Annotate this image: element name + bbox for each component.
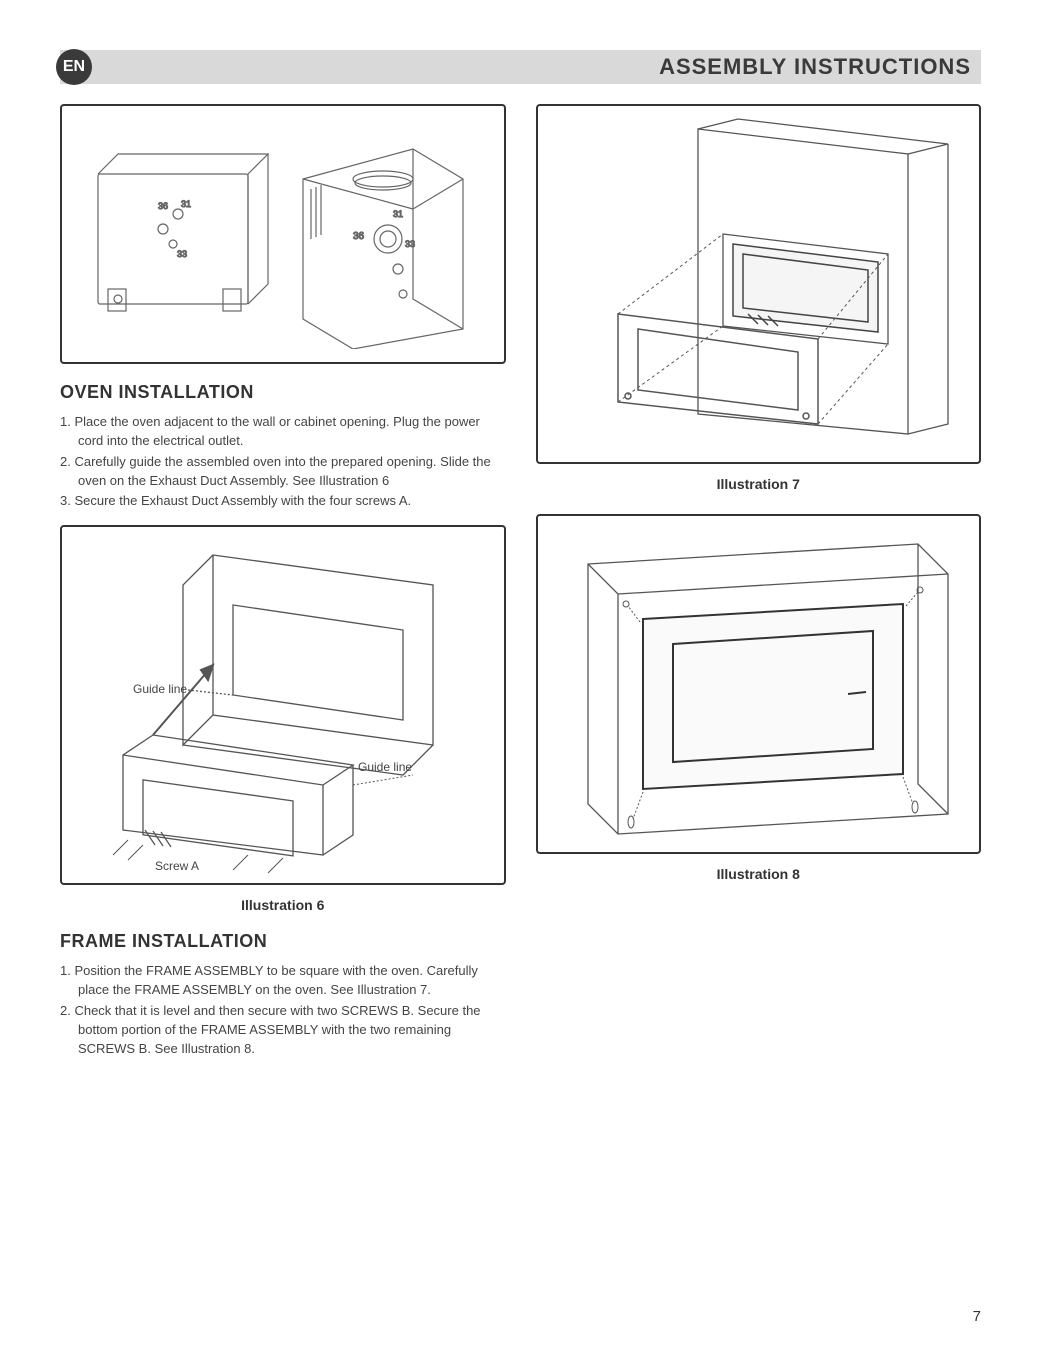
list-item: 2. Check that it is level and then secur… — [60, 1002, 506, 1059]
left-column: 36 31 33 36 — [60, 104, 506, 1060]
svg-text:31: 31 — [181, 199, 191, 209]
illustration-6-icon: Guide line — [73, 535, 493, 875]
svg-text:31: 31 — [393, 209, 403, 219]
svg-text:36: 36 — [353, 231, 365, 242]
oven-installation-list: 1. Place the oven adjacent to the wall o… — [60, 413, 506, 511]
oven-installation-heading: OVEN INSTALLATION — [60, 382, 506, 403]
figure-illustration-8 — [536, 514, 982, 854]
frame-installation-heading: FRAME INSTALLATION — [60, 931, 506, 952]
list-item: 1. Position the FRAME ASSEMBLY to be squ… — [60, 962, 506, 1000]
guide-line-label: Guide line — [358, 760, 412, 774]
svg-text:33: 33 — [177, 249, 187, 259]
page-title: ASSEMBLY INSTRUCTIONS — [659, 54, 971, 80]
svg-text:36: 36 — [158, 201, 168, 211]
list-item: 2. Carefully guide the assembled oven in… — [60, 453, 506, 491]
screw-a-label: Screw A — [155, 859, 199, 873]
content-columns: 36 31 33 36 — [60, 104, 981, 1060]
figure-illustration-7 — [536, 104, 982, 464]
illustration-8-icon — [548, 524, 968, 844]
svg-text:33: 33 — [405, 239, 415, 249]
language-badge: EN — [56, 49, 92, 85]
list-item: 1. Place the oven adjacent to the wall o… — [60, 413, 506, 451]
right-column: Illustration 7 — [536, 104, 982, 1060]
illustration-7-icon — [548, 114, 968, 454]
header-bar: EN ASSEMBLY INSTRUCTIONS — [60, 50, 981, 84]
panel-diagram-icon: 36 31 33 36 — [73, 119, 493, 349]
list-item: 3. Secure the Exhaust Duct Assembly with… — [60, 492, 506, 511]
figure-illustration-6: Guide line — [60, 525, 506, 885]
figure-top-panels: 36 31 33 36 — [60, 104, 506, 364]
illustration-6-caption: Illustration 6 — [60, 897, 506, 913]
illustration-8-caption: Illustration 8 — [536, 866, 982, 882]
guide-line-label: Guide line — [133, 682, 187, 696]
page-number: 7 — [973, 1308, 981, 1325]
illustration-7-caption: Illustration 7 — [536, 476, 982, 492]
frame-installation-list: 1. Position the FRAME ASSEMBLY to be squ… — [60, 962, 506, 1058]
